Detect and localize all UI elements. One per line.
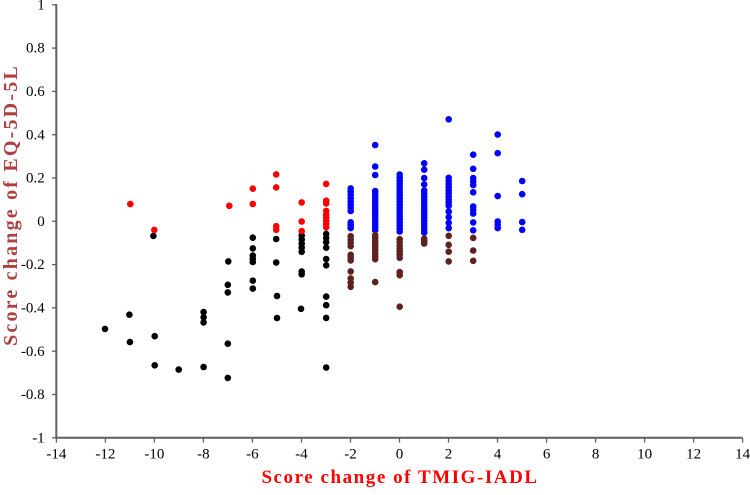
svg-text:Score change of TMIG-IADL: Score change of TMIG-IADL	[261, 467, 538, 488]
svg-text:-0.4: -0.4	[21, 301, 45, 317]
svg-text:14: 14	[735, 447, 750, 463]
svg-text:10: 10	[637, 447, 652, 463]
svg-text:Score change of EQ-5D-5L: Score change of EQ-5D-5L	[0, 64, 22, 346]
svg-text:0.4: 0.4	[26, 127, 45, 143]
svg-text:-2: -2	[344, 447, 357, 463]
svg-text:0.8: 0.8	[26, 41, 45, 57]
svg-text:-10: -10	[144, 447, 164, 463]
svg-text:-0.6: -0.6	[21, 344, 45, 360]
svg-text:2: 2	[445, 447, 453, 463]
svg-text:8: 8	[592, 447, 600, 463]
svg-text:-4: -4	[295, 447, 308, 463]
svg-text:12: 12	[686, 447, 701, 463]
svg-text:0.6: 0.6	[26, 84, 45, 100]
svg-text:-0.2: -0.2	[21, 257, 45, 273]
svg-text:-14: -14	[46, 447, 66, 463]
svg-text:0.2: 0.2	[26, 171, 45, 187]
svg-text:1: 1	[37, 0, 45, 13]
svg-text:0: 0	[37, 214, 45, 230]
svg-text:-1: -1	[32, 430, 45, 446]
svg-text:-6: -6	[246, 447, 259, 463]
svg-text:6: 6	[543, 447, 551, 463]
svg-text:-8: -8	[197, 447, 210, 463]
svg-text:4: 4	[494, 447, 502, 463]
svg-text:-12: -12	[95, 447, 115, 463]
svg-text:-0.8: -0.8	[21, 387, 45, 403]
svg-text:0: 0	[396, 447, 404, 463]
